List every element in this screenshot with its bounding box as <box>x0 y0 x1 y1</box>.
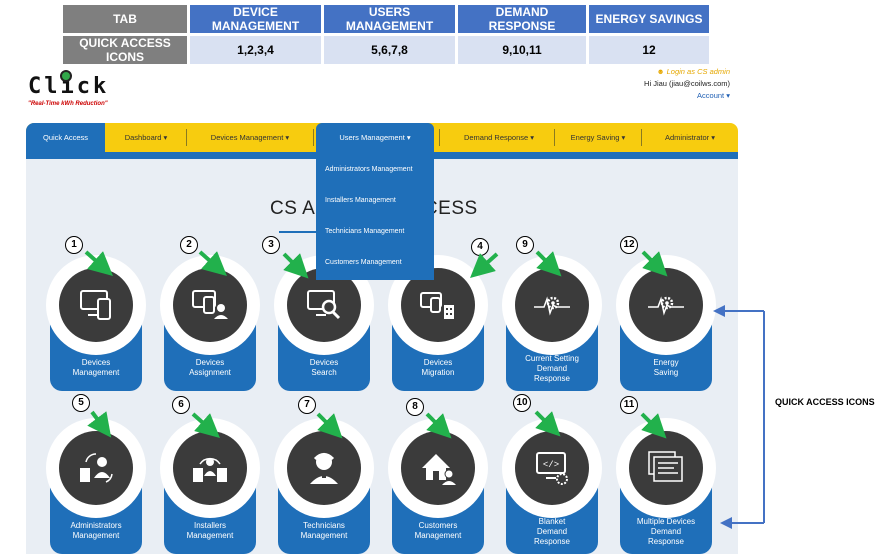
device-assign-icon <box>192 290 228 319</box>
quick-access-bracket <box>713 305 765 529</box>
arrow-11 <box>640 412 667 439</box>
arrow-4 <box>470 252 499 278</box>
arrow-2 <box>198 250 227 276</box>
arrow-1 <box>84 250 113 276</box>
callout-number: 6 <box>172 396 190 414</box>
menu-item-administrators[interactable]: Administrators Management <box>325 166 413 173</box>
pulse-gear-icon <box>534 296 570 316</box>
menu-item-installers[interactable]: Installers Management <box>325 197 396 204</box>
user-greeting: Hi Jiau (jiau@coilws.com) <box>644 79 730 88</box>
legend-header-tab: TAB <box>63 5 187 33</box>
multi-dr-icon <box>648 451 683 482</box>
callout-number: 2 <box>180 236 198 254</box>
green-arrows <box>84 250 668 439</box>
admin-icon <box>80 453 113 483</box>
user-icon: ☻ <box>656 67 667 76</box>
users-management-dropdown: Administrators Management Installers Man… <box>316 152 434 280</box>
installers-icon <box>193 457 227 482</box>
callout-number: 10 <box>513 394 531 412</box>
callout-number: 3 <box>262 236 280 254</box>
legend-device-icons: 1,2,3,4 <box>190 36 321 64</box>
callout-number: 12 <box>620 236 638 254</box>
callout-number: 9 <box>516 236 534 254</box>
login-as: ☻ Login as CS admin <box>656 67 730 76</box>
callout-number: 5 <box>72 394 90 412</box>
arrow-9 <box>535 250 562 277</box>
tab-users-management[interactable]: Users Management ▾ <box>316 123 434 152</box>
legend-header-device: DEVICE MANAGEMENT <box>190 5 321 33</box>
technician-icon <box>310 453 338 484</box>
blanket-dr-icon: </> <box>536 452 568 485</box>
logo-tagline: "Real-Time kWh Reduction" <box>28 101 108 107</box>
legend-table: TAB DEVICE MANAGEMENT USERS MANAGEMENT D… <box>60 2 712 67</box>
quick-access-icons-label: QUICK ACCESS ICONS <box>775 397 875 407</box>
arrow-3 <box>282 252 309 279</box>
customer-home-icon <box>422 454 456 485</box>
account-menu[interactable]: Account ▾ <box>697 91 730 100</box>
tab-dashboard[interactable]: Dashboard ▾ <box>124 133 168 142</box>
device-migration-icon <box>420 292 454 319</box>
legend-header-demand: DEMAND RESPONSE <box>458 5 586 33</box>
main-nav: Quick Access Dashboard ▾ Devices Managem… <box>26 123 738 152</box>
arrow-12 <box>641 250 668 277</box>
svg-text:</>: </> <box>543 460 559 470</box>
legend-energy-icons: 12 <box>589 36 709 64</box>
menu-item-technicians[interactable]: Technicians Management <box>325 228 405 235</box>
pulse-gear-icon <box>648 296 684 316</box>
device-search-icon <box>307 290 341 320</box>
menu-item-customers[interactable]: Customers Management <box>325 259 402 266</box>
tab-quick-access[interactable]: Quick Access <box>26 123 105 152</box>
callout-number: 11 <box>620 396 638 414</box>
tab-demand-response[interactable]: Demand Response ▾ <box>463 133 535 142</box>
arrow-10 <box>534 410 561 437</box>
devices-icon <box>80 290 111 320</box>
arrow-8 <box>425 412 452 439</box>
legend-header-users: USERS MANAGEMENT <box>324 5 455 33</box>
callout-number: 7 <box>298 396 316 414</box>
legend-demand-icons: 9,10,11 <box>458 36 586 64</box>
legend-header-energy: ENERGY SAVINGS <box>589 5 709 33</box>
logo-dot-icon <box>60 70 72 82</box>
tab-devices-management[interactable]: Devices Management ▾ <box>210 133 290 142</box>
legend-users-icons: 5,6,7,8 <box>324 36 455 64</box>
arrow-5 <box>87 410 112 438</box>
chevron-down-icon: ▾ <box>726 91 730 100</box>
user-area: ☻ Login as CS admin Hi Jiau (jiau@coilws… <box>644 66 730 102</box>
click-logo[interactable]: Click "Real-Time kWh Reduction" <box>28 70 128 114</box>
arrow-6 <box>191 412 220 438</box>
tab-energy-saving[interactable]: Energy Saving ▾ <box>570 133 626 142</box>
tab-administrator[interactable]: Administrator ▾ <box>664 133 716 142</box>
arrow-7 <box>316 412 343 439</box>
quick-access-panel: CS AD ACCESS Devices Management Devices Ass… <box>26 159 738 554</box>
callout-number: 8 <box>406 398 424 416</box>
legend-row-label: QUICK ACCESS ICONS <box>63 36 187 64</box>
callout-number: 1 <box>65 236 83 254</box>
